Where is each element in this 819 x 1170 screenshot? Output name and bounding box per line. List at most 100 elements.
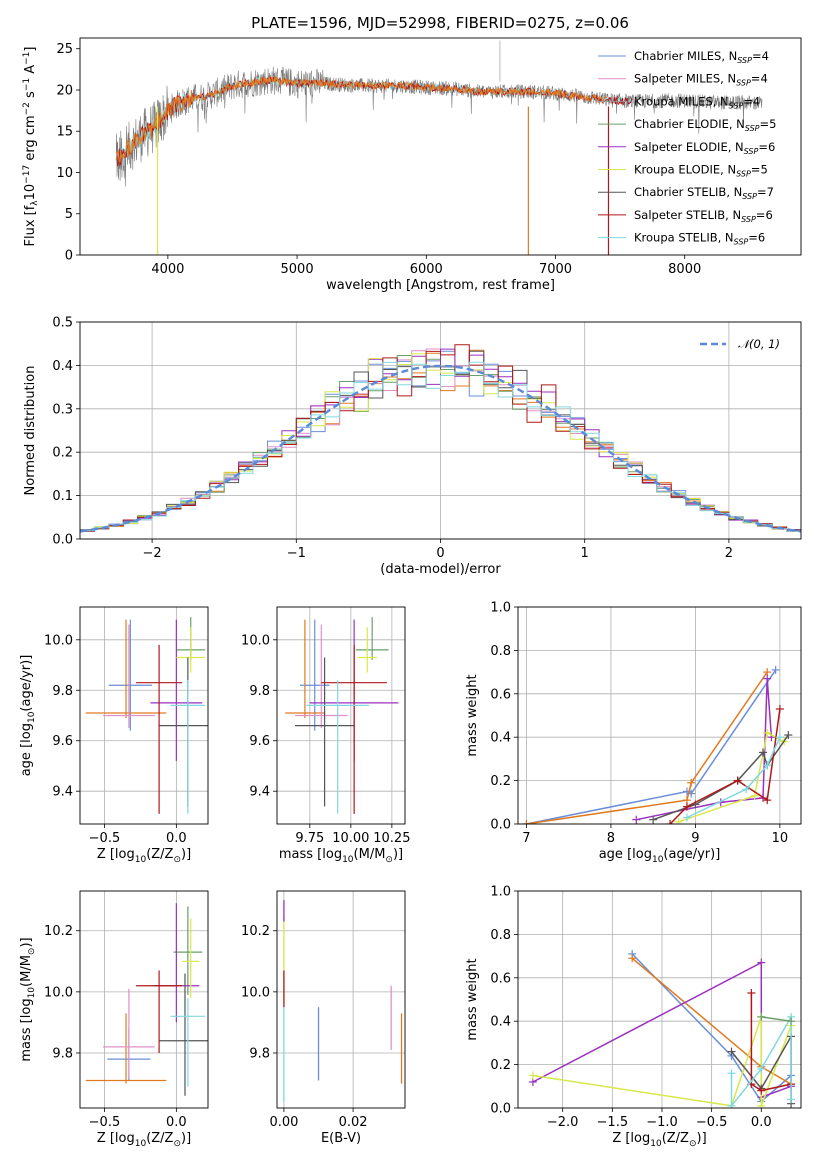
weight-marker <box>674 817 683 824</box>
weight-marker <box>687 778 696 787</box>
y-tick-label: 25 <box>56 42 73 57</box>
y-tick-label: 5 <box>65 207 73 222</box>
y-tick-label: 10.0 <box>44 633 73 648</box>
x-tick-label: 10.25 <box>373 831 410 846</box>
weight-marker <box>522 820 531 824</box>
x-axis-label: mass [log10(M/M⊙)] <box>279 847 403 865</box>
axes-frame <box>276 890 406 1109</box>
plot-area <box>528 949 796 1108</box>
x-tick-label: −0.5 <box>696 1115 728 1130</box>
x-tick-label: −1.0 <box>646 1115 678 1130</box>
y-tick-label: 0.2 <box>490 1058 511 1073</box>
axes-frame <box>79 606 209 825</box>
x-tick-label: 0.00 <box>269 1115 298 1130</box>
y-tick-label: 9.8 <box>249 1046 270 1061</box>
y-axis-label: Flux [fλ10−17 erg cm−2 s−1 A−1] <box>22 47 40 247</box>
y-tick-label: 0.6 <box>490 687 511 702</box>
x-tick-label: 6000 <box>410 262 443 277</box>
residuals-panel: −2 −1 0 1 2 0.0 0.1 0.2 0.3 0.4 0.5 (data-model)/er… <box>23 316 802 577</box>
errorbar-point <box>355 617 389 660</box>
legend-entry: Chabrier MILES, NSSP=4 <box>634 49 769 65</box>
y-tick-label: 1.0 <box>490 885 511 900</box>
weight-marker <box>758 748 767 757</box>
x-axis-label: Z [log10(Z/Z⊙)] <box>97 1131 191 1149</box>
weight-marker <box>727 1047 736 1056</box>
errorbar-point <box>176 627 206 673</box>
plot-area <box>283 900 403 1102</box>
errorbar-point <box>295 624 348 729</box>
weight-marker <box>649 815 658 824</box>
legend-entry: 𝒩(0, 1) <box>738 337 780 351</box>
y-tick-label: 10.2 <box>44 924 73 939</box>
legend-entry: Kroupa STELIB, NSSP=6 <box>634 231 765 247</box>
errorbar-point <box>285 619 325 719</box>
plot-area <box>285 617 399 814</box>
weight-marker <box>757 1064 766 1073</box>
figure-title: PLATE=1596, MJD=52998, FIBERID=0275, z=0… <box>251 14 629 32</box>
normal-distribution-curve <box>80 364 801 533</box>
weight-marker <box>757 1086 766 1095</box>
weight-marker <box>763 674 772 683</box>
weight-marker <box>666 820 675 824</box>
axes-frame <box>79 37 802 256</box>
weight-marker <box>775 733 784 742</box>
y-tick-label: 0.4 <box>490 731 511 746</box>
y-tick-label: 10.0 <box>241 633 270 648</box>
mass-weight-vs-metallicity-panel: −2.0 −1.5 −1.0 −0.5 0.0 0.0 0.2 0.4 0.6 0.8 1.0 Z [… <box>465 885 802 1149</box>
x-tick-label: −0.5 <box>89 831 121 846</box>
legend-entry: Salpeter ELODIE, NSSP=6 <box>634 140 775 156</box>
weight-marker <box>775 704 784 713</box>
plot-area <box>85 617 208 814</box>
weight-series-line <box>686 736 781 819</box>
legend-entry: Kroupa MILES, NSSP=4 <box>634 94 760 110</box>
y-axis-label: age [log10(age/yr)] <box>19 655 37 777</box>
y-tick-label: 9.8 <box>249 684 270 699</box>
x-tick-label: 8000 <box>668 262 701 277</box>
errorbar-point <box>108 619 152 731</box>
x-tick-label: −1.5 <box>597 1115 629 1130</box>
weight-marker <box>682 802 691 811</box>
weight-marker <box>528 1071 537 1080</box>
axes-frame <box>517 890 802 1109</box>
weight-marker <box>747 988 756 997</box>
y-tick-label: 9.4 <box>52 785 73 800</box>
weight-series-line <box>761 1016 792 1022</box>
legend-entry: Salpeter STELIB, NSSP=6 <box>634 208 773 224</box>
axes-frame <box>79 890 209 1109</box>
weight-marker <box>628 954 637 963</box>
legend-entry: Salpeter MILES, NSSP=4 <box>634 72 768 88</box>
model-spectrum-line <box>115 75 608 163</box>
residual-histogram <box>80 361 801 532</box>
mass-vs-ebv-panel: 0.00 0.02 9.8 10.0 10.2 E(B-V) <box>241 890 406 1146</box>
weight-marker <box>632 815 641 824</box>
y-tick-label: 10 <box>56 166 73 181</box>
y-tick-label: 9.8 <box>52 1046 73 1061</box>
x-tick-label: 0.0 <box>166 1115 187 1130</box>
legend-entry: Kroupa ELODIE, NSSP=5 <box>634 163 768 179</box>
y-tick-label: 0 <box>65 249 73 264</box>
axes-frame <box>276 606 406 825</box>
x-axis-label: Z [log10(Z/Z⊙)] <box>97 847 191 865</box>
weight-marker <box>787 1095 796 1104</box>
y-tick-label: 9.8 <box>52 684 73 699</box>
plot-area <box>115 40 763 255</box>
y-axis-label: mass [log10(M/M⊙)] <box>19 937 37 1061</box>
mass-vs-metallicity-panel: −0.5 0.0 9.8 10.0 10.2 Z [log10(Z/Z⊙)] mass [l… <box>19 890 209 1149</box>
errorbar-point <box>170 997 206 1087</box>
y-tick-label: 15 <box>56 125 73 140</box>
spectrum-panel: 4000 5000 6000 7000 8000 0 5 10 15 20 25 wavelength… <box>22 37 802 293</box>
plot-area <box>85 903 208 1096</box>
y-tick-label: 9.4 <box>249 785 270 800</box>
y-tick-label: 0.4 <box>490 1015 511 1030</box>
x-tick-label: 9.75 <box>295 831 324 846</box>
y-tick-label: 0.8 <box>490 928 511 943</box>
legend-entry: Chabrier ELODIE, NSSP=5 <box>634 117 776 133</box>
weight-marker <box>763 796 772 805</box>
y-axis-label: mass weight <box>465 674 480 756</box>
plot-area <box>522 665 793 824</box>
weight-marker <box>733 776 742 785</box>
weight-marker <box>757 958 766 967</box>
weight-marker <box>757 1012 766 1021</box>
errorbar-point <box>136 644 183 814</box>
